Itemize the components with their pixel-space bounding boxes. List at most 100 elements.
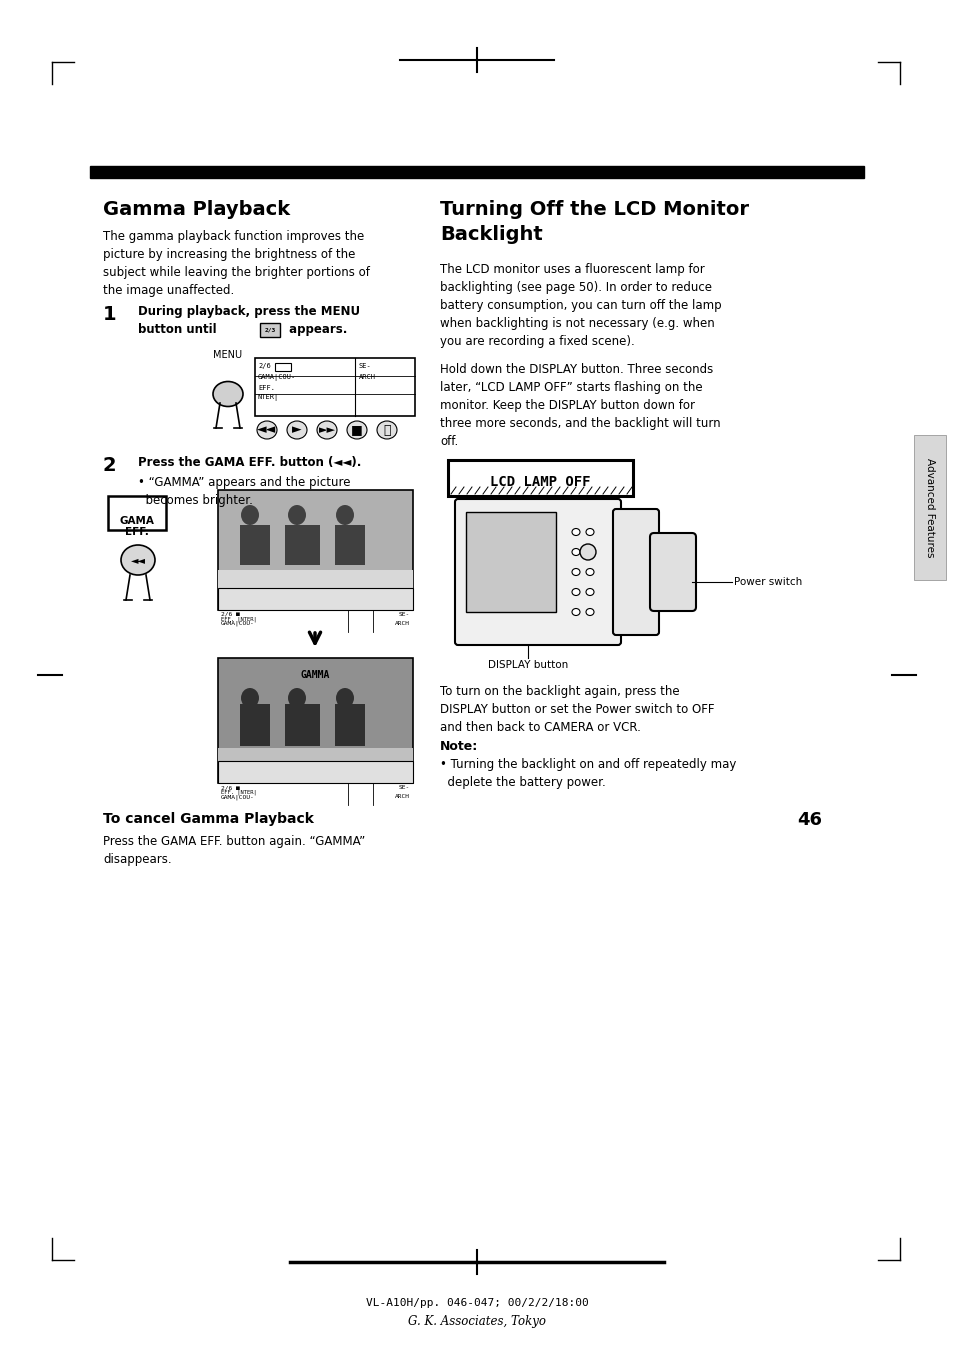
Ellipse shape (572, 608, 579, 616)
Text: Note:: Note: (439, 740, 477, 753)
Bar (223, 580, 408, 585)
Ellipse shape (213, 381, 243, 407)
Text: ◄◄: ◄◄ (131, 555, 146, 565)
Ellipse shape (347, 422, 367, 439)
Bar (260, 323, 280, 336)
Bar (218, 761, 413, 784)
Ellipse shape (572, 589, 579, 596)
FancyBboxPatch shape (649, 534, 696, 611)
Bar (223, 757, 408, 763)
Bar (465, 512, 556, 612)
Text: EFF. |NTER|: EFF. |NTER| (221, 789, 256, 794)
Ellipse shape (376, 422, 396, 439)
Ellipse shape (585, 528, 594, 535)
Ellipse shape (572, 569, 579, 576)
Text: MENU: MENU (213, 350, 242, 359)
Text: ⏸: ⏸ (383, 423, 391, 436)
Bar (448, 459, 633, 496)
Text: The gamma playback function improves the
picture by increasing the brightness of: The gamma playback function improves the… (103, 230, 370, 297)
Ellipse shape (579, 544, 596, 561)
Text: Advanced Features: Advanced Features (924, 458, 934, 558)
Bar (108, 496, 166, 530)
Text: G. K. Associates, Tokyo: G. K. Associates, Tokyo (408, 1316, 545, 1328)
Bar (218, 588, 413, 611)
Text: SE-: SE- (398, 612, 410, 617)
Ellipse shape (585, 608, 594, 616)
Text: SE-: SE- (358, 363, 372, 369)
Text: ARCH: ARCH (358, 374, 375, 380)
Bar (218, 490, 413, 611)
Ellipse shape (288, 505, 306, 526)
Text: ■: ■ (351, 423, 362, 436)
Text: EFF.: EFF. (257, 385, 274, 390)
Text: SE-: SE- (398, 785, 410, 790)
Text: DISPLAY button: DISPLAY button (487, 661, 568, 670)
Ellipse shape (241, 505, 258, 526)
Text: The LCD monitor uses a fluorescent lamp for
backlighting (see page 50). In order: The LCD monitor uses a fluorescent lamp … (439, 263, 720, 349)
Text: 2: 2 (103, 457, 116, 476)
Text: Turning Off the LCD Monitor: Turning Off the LCD Monitor (439, 200, 748, 219)
Bar (274, 363, 291, 372)
Text: GAMA|COU-: GAMA|COU- (257, 374, 296, 381)
Text: Hold down the DISPLAY button. Three seconds
later, “LCD LAMP OFF” starts flashin: Hold down the DISPLAY button. Three seco… (439, 363, 720, 449)
Bar (285, 704, 319, 746)
Text: GAMA: GAMA (119, 516, 154, 526)
Bar (218, 748, 413, 784)
Ellipse shape (572, 528, 579, 535)
Ellipse shape (335, 688, 354, 708)
Text: • Turning the backlight on and off repeatedly may
  deplete the battery power.: • Turning the backlight on and off repea… (439, 758, 736, 789)
Bar (335, 704, 365, 746)
Text: Power switch: Power switch (733, 577, 801, 586)
Bar (254, 358, 415, 416)
Text: GAMA|COU-: GAMA|COU- (221, 794, 254, 800)
Text: Press the GAMA EFF. button again. “GAMMA”
disappears.: Press the GAMA EFF. button again. “GAMMA… (103, 835, 365, 866)
Text: EFF.: EFF. (125, 527, 149, 536)
Ellipse shape (241, 688, 258, 708)
Bar (218, 658, 413, 784)
FancyBboxPatch shape (613, 509, 659, 635)
Bar (335, 526, 365, 565)
Bar (240, 704, 270, 746)
Text: EFF. |NTER|: EFF. |NTER| (221, 616, 256, 621)
FancyBboxPatch shape (455, 499, 620, 644)
Text: GAMA|COU-: GAMA|COU- (221, 621, 254, 627)
Text: To turn on the backlight again, press the
DISPLAY button or set the Power switch: To turn on the backlight again, press th… (439, 685, 714, 734)
Text: 2/6 ■: 2/6 ■ (221, 612, 239, 617)
Ellipse shape (316, 422, 336, 439)
Text: ►: ► (292, 423, 301, 436)
Text: ARCH: ARCH (395, 621, 410, 626)
Text: ►►: ►► (318, 426, 335, 435)
Ellipse shape (287, 422, 307, 439)
Text: VL-A10H/pp. 046-047; 00/2/2/18:00: VL-A10H/pp. 046-047; 00/2/2/18:00 (365, 1298, 588, 1308)
Ellipse shape (288, 688, 306, 708)
Ellipse shape (256, 422, 276, 439)
Text: Press the GAMA EFF. button (◄◄).: Press the GAMA EFF. button (◄◄). (138, 457, 361, 469)
Text: 46: 46 (797, 811, 821, 830)
Bar (240, 526, 270, 565)
Text: To cancel Gamma Playback: To cancel Gamma Playback (103, 812, 314, 825)
Text: Gamma Playback: Gamma Playback (103, 200, 290, 219)
Ellipse shape (121, 544, 154, 576)
Text: 1: 1 (103, 305, 116, 324)
Text: 2/6: 2/6 (257, 363, 271, 369)
Text: GAMMA: GAMMA (300, 670, 330, 680)
Text: appears.: appears. (285, 323, 347, 336)
Text: • “GAMMA” appears and the picture
  becomes brighter.: • “GAMMA” appears and the picture become… (138, 476, 350, 507)
Text: 2/3: 2/3 (264, 327, 275, 332)
Text: During playback, press the MENU
button until: During playback, press the MENU button u… (138, 305, 359, 336)
Bar (285, 526, 319, 565)
Text: LCD LAMP OFF: LCD LAMP OFF (489, 476, 590, 489)
Text: ◄◄: ◄◄ (257, 423, 276, 436)
Ellipse shape (585, 549, 594, 555)
Ellipse shape (585, 569, 594, 576)
Bar (218, 570, 413, 611)
Ellipse shape (572, 549, 579, 555)
Ellipse shape (335, 505, 354, 526)
Bar (90, 166, 863, 178)
Text: Backlight: Backlight (439, 226, 542, 245)
Ellipse shape (585, 589, 594, 596)
Bar (913, 435, 945, 580)
Text: ARCH: ARCH (395, 794, 410, 798)
Text: NTER|: NTER| (257, 394, 279, 401)
Text: 2/6 ■: 2/6 ■ (221, 785, 239, 790)
